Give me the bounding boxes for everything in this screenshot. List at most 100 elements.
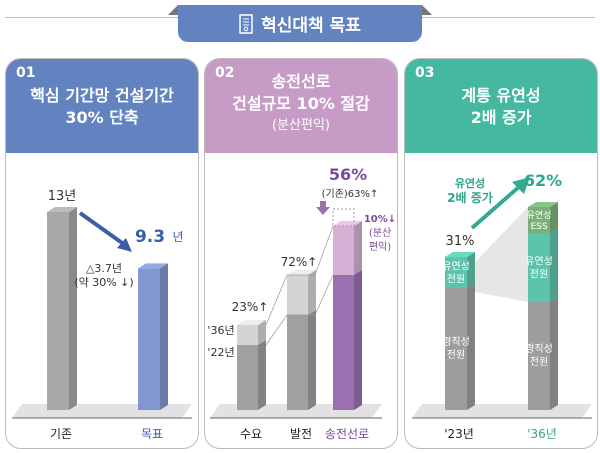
panel-header: 03 계통 유연성 2배 증가 bbox=[405, 59, 597, 153]
bar-ess-1-side bbox=[550, 202, 558, 233]
bar-0-side bbox=[69, 207, 77, 410]
bar-flexible-0-side bbox=[467, 252, 475, 288]
annotation: △3.7년 bbox=[86, 262, 122, 275]
bar-22-0 bbox=[237, 345, 258, 410]
bar-22-2 bbox=[333, 275, 354, 410]
value-label: 13년 bbox=[48, 189, 77, 204]
bar-flexible-1 bbox=[528, 233, 550, 302]
category-label: '23년 bbox=[444, 427, 474, 441]
decrease-arrow bbox=[78, 211, 127, 247]
panel-title: 송전선로 건설규모 10% 절감 (분산편익) bbox=[205, 71, 397, 137]
total-label: 62% bbox=[524, 171, 562, 190]
bar-1-top bbox=[138, 263, 168, 269]
panel-grid-flexibility: 03 계통 유연성 2배 증가 bbox=[404, 58, 598, 449]
bar-ess-1-top bbox=[528, 202, 558, 207]
annotation: 유연성 bbox=[455, 176, 485, 190]
bar-0 bbox=[47, 212, 69, 410]
document-gear-icon bbox=[239, 13, 253, 34]
segment-label: 유연성 bbox=[525, 256, 553, 268]
total-label: 31% bbox=[446, 234, 475, 249]
segment-label: 전원 bbox=[530, 269, 548, 281]
segment-label: 전원 bbox=[447, 349, 465, 361]
segment-label: 유연성 bbox=[527, 210, 552, 221]
annotation: 2배 증가 bbox=[447, 190, 493, 205]
bar-rigid-0-side bbox=[467, 283, 475, 410]
segment-label: 경직성 bbox=[525, 342, 553, 355]
bar-36-0-top bbox=[237, 320, 266, 325]
panel-header: 02 송전선로 건설규모 10% 절감 (분산편익) bbox=[205, 59, 397, 153]
bar-rigid-1 bbox=[528, 302, 550, 410]
annotation: (약 30% ↓) bbox=[74, 275, 133, 289]
panel-subtitle: (분산편익) bbox=[272, 118, 330, 133]
category-label: 수요 bbox=[240, 427, 262, 441]
bar-36-2-top bbox=[333, 221, 362, 226]
bar-flexible-1-side bbox=[550, 228, 558, 302]
baseline-dashed-box bbox=[332, 208, 355, 227]
bar-1 bbox=[138, 268, 160, 410]
series-label: '36년 bbox=[207, 324, 234, 337]
expansion-shade bbox=[475, 207, 528, 302]
segment-label: 경직성 bbox=[442, 335, 470, 348]
bar-22-1 bbox=[287, 315, 308, 410]
reduction-label: (분산 bbox=[369, 227, 391, 239]
segment-label: 전원 bbox=[447, 274, 465, 286]
title-line: 계통 유연성 bbox=[461, 86, 541, 105]
increase-label: 56% bbox=[329, 165, 367, 184]
increase-label: 72%↑ bbox=[281, 255, 318, 269]
reduction-label: 10%↓ bbox=[364, 214, 396, 225]
banner-title: 혁신대책 목표 bbox=[261, 16, 361, 36]
floor bbox=[412, 404, 592, 418]
category-label: 기존 bbox=[50, 427, 72, 441]
panel-transmission-scale: 02 송전선로 건설규모 10% 절감 (분산편익) bbox=[204, 58, 398, 449]
title-line: 송전선로 bbox=[271, 72, 331, 91]
panel-header: 01 핵심 기간망 건설기간 30% 단축 bbox=[6, 59, 198, 153]
bar-flexible-0-top bbox=[445, 252, 475, 257]
bar-22-0-side bbox=[258, 340, 266, 410]
category-label: 송전선로 bbox=[325, 427, 369, 441]
bar-36-0 bbox=[237, 325, 258, 345]
bar-36-1-side bbox=[308, 270, 316, 315]
bar-22-1-side bbox=[308, 310, 316, 410]
connector-36 bbox=[265, 225, 334, 326]
bar-36-2 bbox=[333, 226, 354, 275]
category-label: 발전 bbox=[290, 427, 312, 441]
bar-rigid-1-side bbox=[550, 297, 558, 410]
bar-0-top bbox=[47, 207, 77, 212]
segment-label: ESS bbox=[530, 222, 547, 232]
baseline-label: (기존)63%↑ bbox=[322, 188, 379, 200]
series-label: '22년 bbox=[207, 346, 234, 359]
arrow-head bbox=[512, 177, 530, 194]
bar-1-side bbox=[160, 263, 168, 410]
bar-22-2-side bbox=[354, 270, 362, 410]
bar-36-2-side bbox=[354, 221, 362, 275]
title-line: 건설규모 10% 절감 bbox=[232, 94, 370, 113]
connector-22 bbox=[265, 274, 334, 346]
panel-title: 핵심 기간망 건설기간 30% 단축 bbox=[6, 85, 198, 129]
bar-flexible-0 bbox=[445, 257, 467, 288]
down-arrow-icon bbox=[316, 201, 330, 215]
category-label: 목표 bbox=[141, 427, 163, 441]
panel-title: 계통 유연성 2배 증가 bbox=[405, 85, 597, 129]
panel-number: 03 bbox=[415, 65, 435, 81]
value-label: 9.3 bbox=[135, 227, 165, 247]
arrow-head bbox=[117, 238, 132, 252]
bar-rigid-0 bbox=[445, 288, 467, 410]
bar-36-1-top bbox=[287, 270, 316, 275]
title-banner: 혁신대책 목표 bbox=[168, 5, 432, 42]
category-label: '36년 bbox=[527, 427, 557, 441]
title-line: 30% 단축 bbox=[65, 108, 139, 127]
bar-36-1 bbox=[287, 275, 308, 315]
bar-36-0-side bbox=[258, 320, 266, 345]
bar-ess-1 bbox=[528, 207, 550, 233]
panel-number: 02 bbox=[215, 65, 235, 81]
increase-arrow bbox=[470, 184, 522, 230]
increase-label: 23%↑ bbox=[232, 300, 269, 314]
title-line: 2배 증가 bbox=[470, 108, 532, 127]
reduction-label: 편익) bbox=[369, 241, 391, 253]
panel-number: 01 bbox=[16, 65, 36, 81]
value-unit: 년 bbox=[172, 230, 183, 244]
segment-label: 유연성 bbox=[442, 261, 470, 273]
segment-label: 전원 bbox=[530, 356, 548, 368]
panel-construction-period: 01 핵심 기간망 건설기간 30% 단축 bbox=[5, 58, 199, 449]
